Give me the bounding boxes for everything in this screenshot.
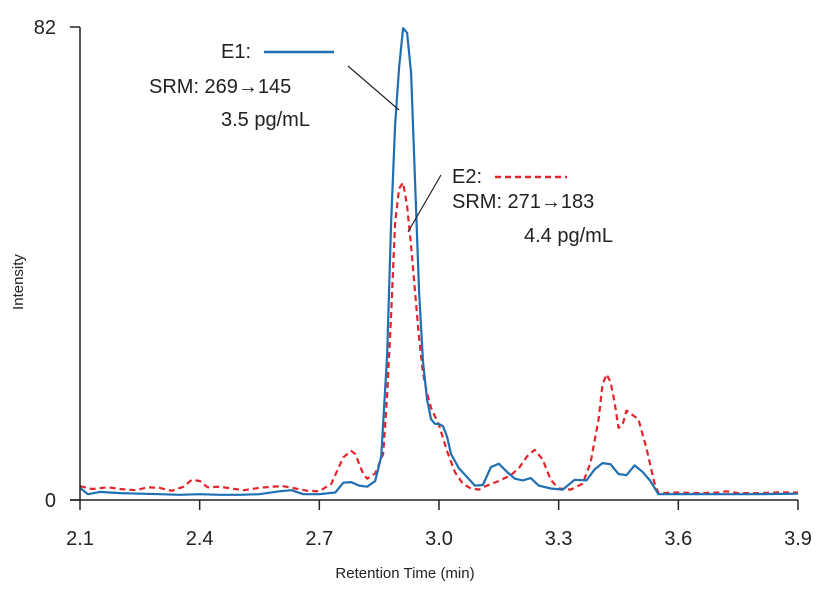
x-tick-label: 3.9: [784, 528, 812, 550]
series-line-e2: [79, 181, 798, 495]
y-axis-label: Intensity: [10, 254, 27, 310]
e1-srm-label: SRM: 269→145: [149, 76, 291, 98]
e1-leader-line: [347, 65, 400, 111]
axes: [70, 27, 798, 501]
x-tick-label: 2.4: [186, 528, 214, 550]
y-ticks: 0 82: [34, 17, 80, 512]
e1-concentration-label: 3.5 pg/mL: [221, 109, 310, 131]
e2-srm-label: SRM: 271→183: [452, 191, 594, 213]
e2-concentration-label: 4.4 pg/mL: [524, 225, 613, 247]
x-tick-label: 2.1: [66, 528, 94, 550]
y-tick-label: 0: [45, 490, 56, 512]
x-tick-label: 3.6: [664, 528, 692, 550]
e1-annotation: E1: SRM: 269→145 3.5 pg/mL: [149, 41, 400, 131]
e2-annotation: E2: SRM: 271→183 4.4 pg/mL: [407, 166, 613, 247]
e2-legend-label: E2:: [452, 166, 482, 188]
plot-lines: [79, 27, 799, 496]
series-line-e1: [79, 27, 799, 496]
x-tick-label: 2.7: [305, 528, 333, 550]
x-tick-label: 3.3: [545, 528, 573, 550]
x-tick-label: 3.0: [425, 528, 453, 550]
y-tick-label: 82: [34, 17, 56, 39]
e2-leader-line: [407, 174, 442, 233]
x-axis-label: Retention Time (min): [335, 565, 474, 582]
x-ticks: 2.1 2.4 2.7 3.0 3.3 3.6 3.9: [66, 500, 812, 550]
e1-legend-label: E1:: [221, 41, 251, 63]
